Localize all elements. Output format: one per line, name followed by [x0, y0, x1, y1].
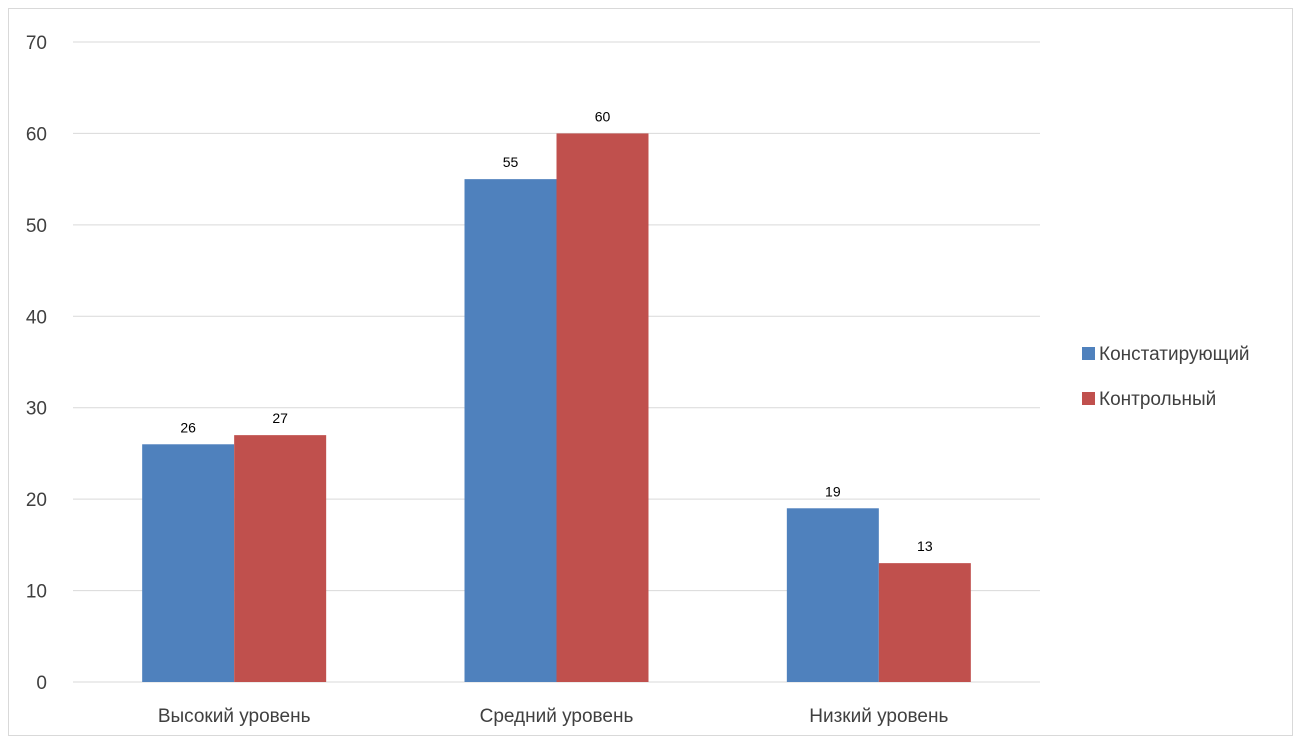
- y-tick-label: 30: [26, 399, 47, 420]
- data-label: 55: [503, 154, 519, 170]
- x-axis-category-labels: Высокий уровень Средний уровень Низкий уро…: [158, 706, 949, 727]
- data-label: 26: [180, 419, 196, 435]
- legend-label: Контрольный: [1099, 389, 1216, 410]
- y-tick-label: 70: [26, 33, 47, 54]
- legend-label: Констатирующий: [1099, 344, 1250, 365]
- x-category-label: Высокий уровень: [158, 706, 311, 727]
- y-tick-label: 20: [26, 490, 47, 511]
- legend-swatch: [1082, 347, 1095, 360]
- y-axis-tick-labels: 0 10 20 30 40 50 60 70: [26, 33, 47, 694]
- x-category-label: Низкий уровень: [809, 706, 948, 727]
- bar-konstatiruyushchiy: [142, 444, 235, 682]
- legend: Констатирующий Контрольный: [1082, 344, 1250, 410]
- x-category-label: Средний уровень: [480, 706, 634, 727]
- bar-kontrolnyy: [556, 133, 649, 682]
- data-label: 60: [595, 108, 611, 124]
- bar-konstatiruyushchiy: [786, 508, 879, 682]
- legend-swatch: [1082, 392, 1095, 405]
- data-label: 13: [917, 538, 933, 554]
- data-label: 27: [272, 410, 288, 426]
- y-tick-label: 0: [36, 673, 47, 694]
- bar-kontrolnyy: [878, 563, 971, 682]
- y-tick-label: 50: [26, 216, 47, 237]
- bars: [142, 133, 971, 682]
- y-tick-label: 40: [26, 307, 47, 328]
- bar-konstatiruyushchiy: [464, 179, 557, 682]
- data-label: 19: [825, 483, 841, 499]
- y-tick-label: 10: [26, 582, 47, 603]
- bar-kontrolnyy: [234, 435, 327, 682]
- y-tick-label: 60: [26, 124, 47, 145]
- data-labels: 26 27 55 60 19 13: [180, 108, 932, 554]
